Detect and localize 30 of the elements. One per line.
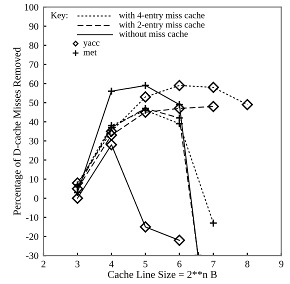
x-tick-label: 7 [212, 260, 216, 268]
y-axis-title: Percentage of D-cache Misses Removed [13, 47, 23, 216]
y-tick-label: 100 [24, 4, 38, 11]
y-tick-label: 10 [30, 176, 38, 183]
y-tick-label: -10 [26, 214, 38, 221]
x-tick-label: 6 [177, 260, 182, 268]
y-tick-label: 20 [29, 156, 38, 164]
x-tick-label: 5 [144, 260, 148, 268]
annotation: with 2-entry miss cache [118, 21, 205, 30]
annotation: met [83, 50, 97, 56]
y-tick-label: -30 [26, 252, 38, 260]
x-tick-label: 2 [41, 260, 46, 268]
y-tick-label: 80 [29, 42, 38, 49]
x-tick-label: 9 [279, 260, 284, 268]
x-axis-title: Cache Line Size = 2**n B [108, 270, 217, 278]
annotation: yacc [83, 42, 100, 48]
x-tick-label: 8 [245, 260, 250, 268]
legend-title: Key: [50, 12, 68, 20]
y-tick-label: 70 [30, 61, 38, 68]
annotation: with 4-entry miss cache [118, 12, 205, 20]
annotation: without miss cache [118, 30, 188, 37]
y-tick-label: 30 [29, 138, 38, 144]
y-tick-label: 0 [34, 195, 38, 202]
x-tick-label: 3 [76, 260, 80, 268]
y-tick-label: 40 [29, 118, 38, 126]
y-tick-label: -20 [26, 233, 38, 240]
y-tick-label: 50 [29, 100, 38, 106]
x-tick-label: 4 [109, 260, 114, 268]
y-tick-label: 90 [29, 23, 38, 30]
y-tick-label: 60 [29, 80, 38, 88]
